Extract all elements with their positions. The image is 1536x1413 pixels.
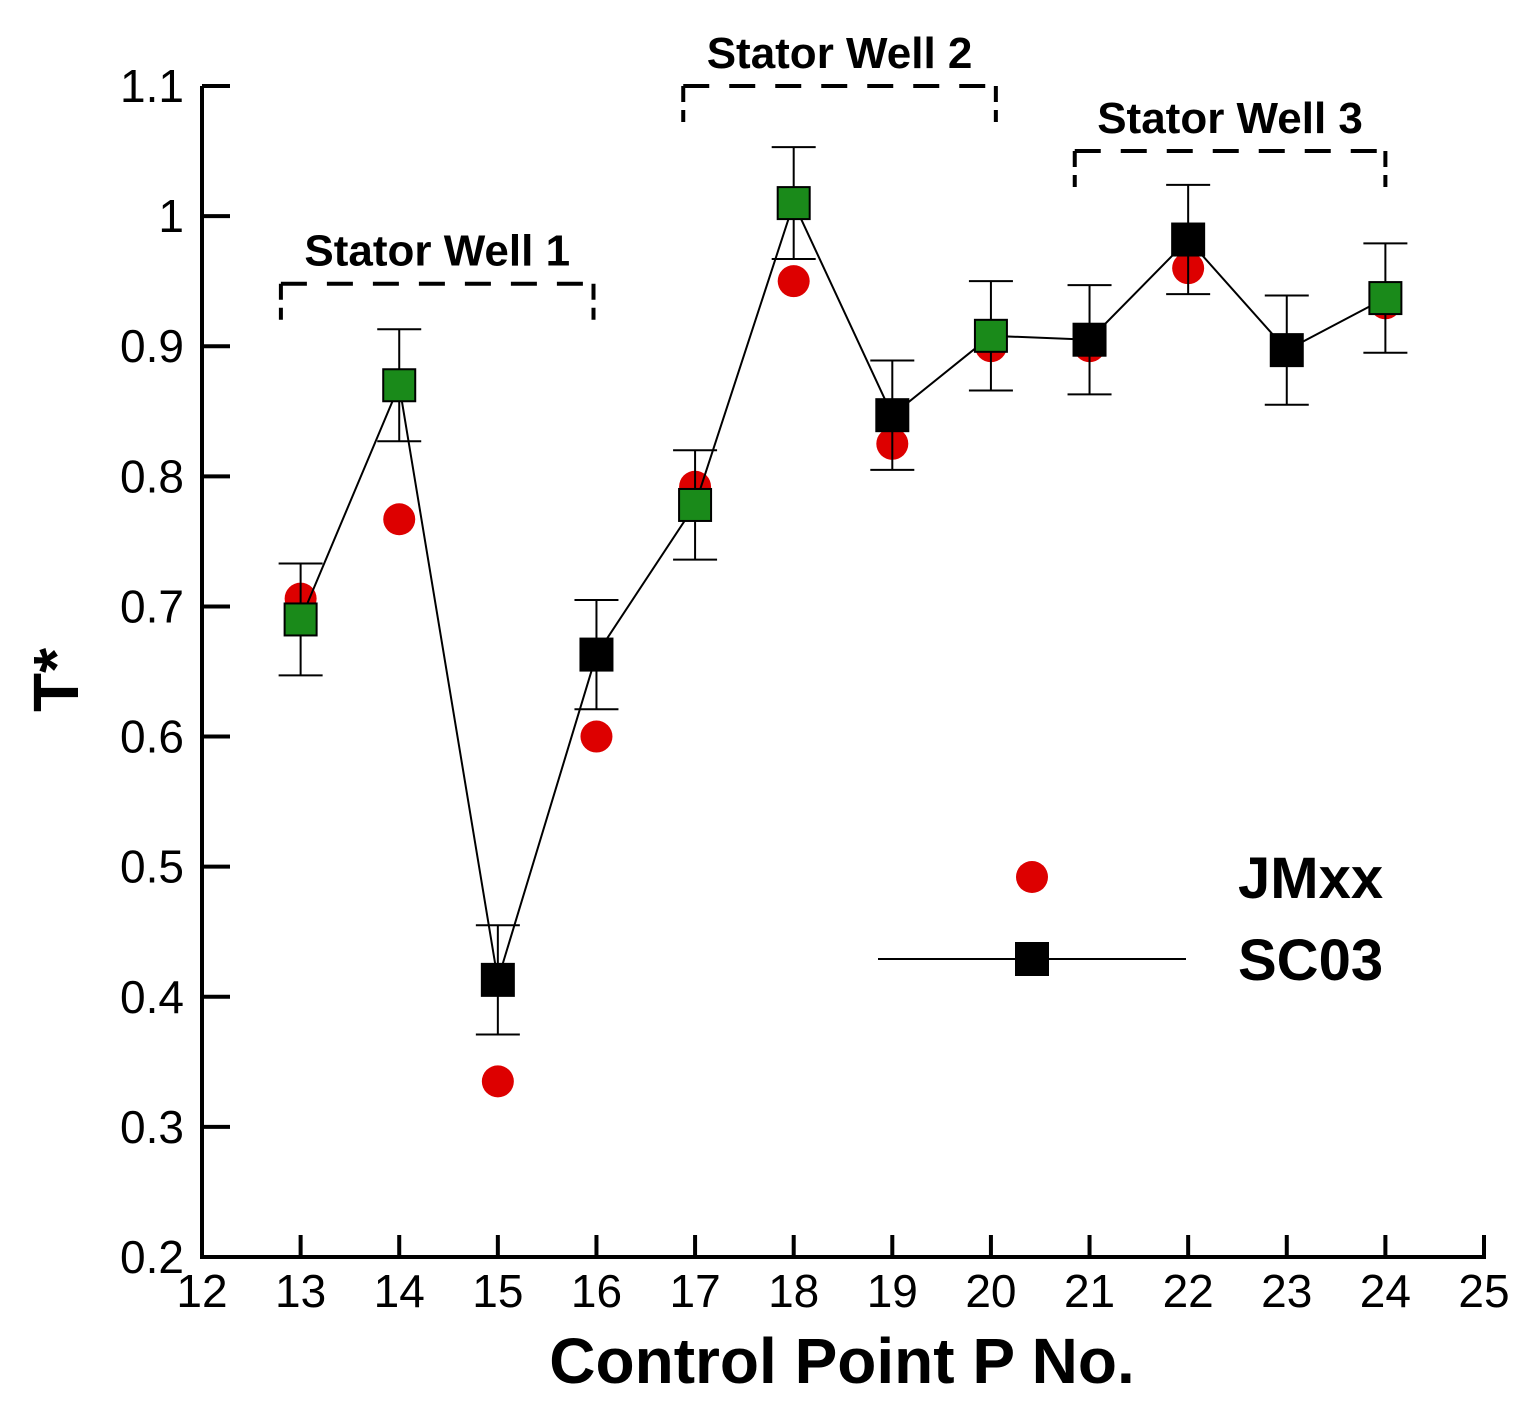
stator-well-label: Stator Well 3 (1097, 94, 1363, 143)
jmxx-point (481, 1065, 514, 1098)
x-tick-label: 14 (374, 1265, 425, 1317)
legend-sc03-label: SC03 (1238, 928, 1383, 993)
sc03-point (382, 368, 417, 403)
legend-jmxx-marker (1016, 861, 1048, 893)
stator-well-label: Stator Well 1 (304, 227, 570, 276)
x-tick-label: 25 (1458, 1265, 1509, 1317)
x-tick-label: 21 (1064, 1265, 1115, 1317)
y-tick-label: 1.1 (120, 60, 184, 112)
y-tick-label: 0.5 (120, 841, 184, 893)
y-tick-label: 0.7 (120, 580, 184, 632)
stator-well-annotations: Stator Well 1 Stator Well 2 Stator Well 3 (278, 29, 1388, 320)
sc03-point (579, 637, 614, 672)
sc03-point (1171, 222, 1206, 257)
x-axis-ticks: 12 13 14 15 16 17 18 19 20 21 22 23 24 25 (176, 1235, 1510, 1317)
jmxx-point (777, 265, 810, 298)
y-axis-title: T* (20, 648, 92, 712)
y-tick-label: 1 (158, 190, 184, 242)
y-tick-label: 0.6 (120, 711, 184, 763)
sc03-point (973, 318, 1008, 353)
y-tick-label: 0.2 (120, 1231, 184, 1283)
y-axis-ticks: 0.2 0.3 0.4 0.5 0.6 0.7 0.8 0.9 1 1.1 (120, 60, 230, 1283)
y-tick-label: 0.3 (120, 1101, 184, 1153)
x-tick-label: 22 (1163, 1265, 1214, 1317)
legend-jmxx-label: JMxx (1238, 846, 1383, 911)
y-tick-label: 0.8 (120, 450, 184, 502)
sc03-point (1368, 281, 1403, 316)
x-tick-label: 13 (275, 1265, 326, 1317)
sc03-point (283, 602, 318, 637)
series-jmxx (284, 252, 1402, 1098)
jmxx-point (383, 503, 416, 536)
sc03-point (875, 398, 910, 433)
series-sc03 (278, 146, 1408, 1036)
y-tick-label: 0.4 (120, 971, 184, 1023)
stator-well-label: Stator Well 2 (707, 29, 973, 78)
sc03-line (299, 200, 1386, 981)
jmxx-point (580, 720, 613, 753)
sc03-point (678, 487, 713, 522)
x-tick-label: 17 (669, 1265, 720, 1317)
axes (200, 86, 1486, 1259)
x-tick-label: 16 (571, 1265, 622, 1317)
x-tick-label: 24 (1360, 1265, 1411, 1317)
x-tick-label: 15 (472, 1265, 523, 1317)
legend-sc03-marker (1015, 942, 1049, 976)
x-tick-label: 12 (176, 1265, 227, 1317)
sc03-point (480, 962, 515, 997)
x-tick-label: 20 (965, 1265, 1016, 1317)
x-tick-label: 19 (867, 1265, 918, 1317)
sc03-point (1269, 333, 1304, 368)
sc03-point (776, 186, 811, 221)
legend: JMxx SC03 (878, 846, 1383, 993)
x-tick-label: 18 (768, 1265, 819, 1317)
y-tick-label: 0.9 (120, 320, 184, 372)
sc03-point (1072, 322, 1107, 357)
x-axis-title: Control Point P No. (549, 1325, 1134, 1397)
x-tick-label: 23 (1261, 1265, 1312, 1317)
